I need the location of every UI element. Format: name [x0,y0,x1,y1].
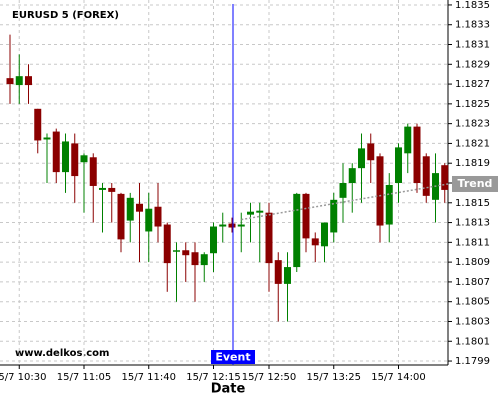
y-tick-label: 1.1805 [455,297,490,308]
candle-body [154,206,162,227]
candle-body [367,143,375,161]
candle-body [62,141,69,173]
candle-body [247,211,254,215]
candle-body [395,147,402,183]
y-tick-label: 1.1811 [455,237,490,248]
candle-body [136,203,143,212]
x-tick-label: 15/7 13:25 [307,372,361,383]
y-tick-label: 1.1801 [455,336,490,347]
trend-label-box [452,175,498,192]
candle-body [404,126,412,154]
candle-body [422,156,430,196]
candle-body [339,182,347,198]
candle-body [284,267,291,284]
candle-body [256,210,264,213]
y-tick-label: 1.1809 [455,257,490,268]
candle-body [99,187,106,190]
candle-body [358,148,365,169]
candle-body [25,76,32,86]
candle-body [117,193,125,240]
candle-body [321,222,328,247]
event-label-box [211,350,255,364]
x-tick-label: 15/7 10:30 [0,372,46,383]
candle-body [52,131,60,173]
candle-body [311,238,319,246]
y-tick-label: 1.1831 [455,40,490,51]
y-tick-label: 1.1829 [455,59,490,70]
x-tick-label: 15/7 14:00 [371,372,425,383]
x-axis-title: Date [211,382,246,397]
candle-body [34,108,42,141]
candle-body [15,76,23,86]
candle-body [441,165,449,190]
candle-body [173,250,180,252]
y-tick-label: 1.1819 [455,158,490,169]
y-tick-label: 1.1813 [455,218,490,229]
candle-body [80,155,88,163]
trend-label: Trend [458,177,493,190]
candle-body [228,223,236,228]
candle-body [200,254,208,266]
candle-body [89,157,97,186]
candle-body [108,187,116,192]
candle-body [413,126,421,183]
y-tick-label: 1.1821 [455,138,490,149]
candle-body [274,260,282,284]
candle-body [71,143,79,177]
y-tick-label: 1.1833 [455,20,490,31]
candle-body [191,252,199,266]
y-tick-label: 1.1807 [455,277,490,288]
candle-body [126,197,134,221]
candle-body [43,137,51,140]
candle-body [348,168,356,183]
candle-body [219,224,227,227]
watermark: www.delkos.com [15,348,109,359]
y-tick-label: 1.1827 [455,79,490,90]
event-label: Event [215,351,250,364]
y-tick-label: 1.1835 [455,0,490,11]
y-tick-label: 1.1823 [455,119,490,130]
chart-title: EURUSD 5 (FOREX) [12,10,119,21]
candle-body [145,208,153,232]
candle-body [237,224,245,227]
y-tick-label: 1.1815 [455,198,490,209]
y-tick-label: 1.1825 [455,99,490,110]
candle-body [163,224,171,264]
trend-line [241,183,449,221]
x-tick-label: 15/7 11:05 [57,372,111,383]
y-tick-label: 1.1799 [455,356,490,367]
candle-body [293,193,301,268]
x-tick-label: 15/7 12:15 [186,372,240,383]
x-tick-label: 15/7 11:40 [122,372,176,383]
candle-body [376,156,384,226]
y-tick-label: 1.1803 [455,316,490,327]
candle-body [182,250,190,256]
candle-body [210,226,217,254]
candle-body [265,212,273,264]
candle-body [330,199,338,233]
candle-body [6,78,14,85]
candle-body [385,184,393,225]
x-tick-label: 15/7 12:50 [242,372,296,383]
candle-body [302,193,310,239]
